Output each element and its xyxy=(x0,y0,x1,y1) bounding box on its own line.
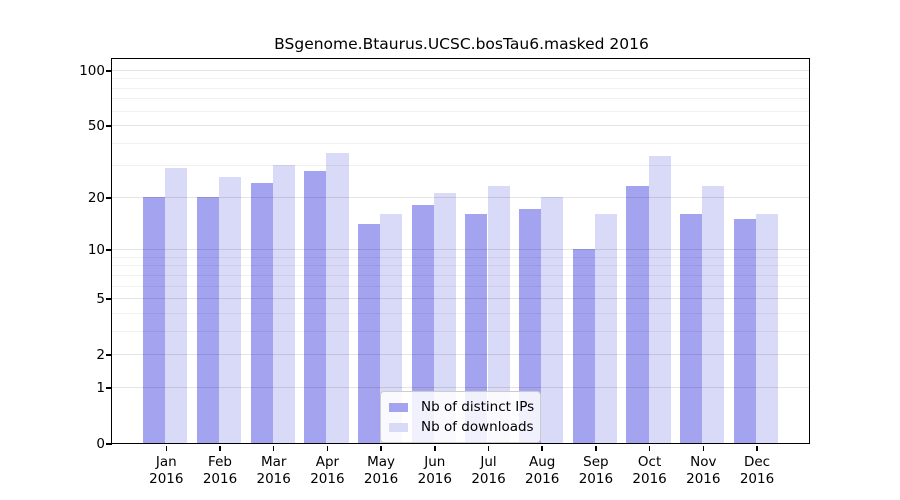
plot-area: Nb of distinct IPs Nb of downloads xyxy=(111,58,810,444)
x-tick-mark xyxy=(434,445,436,451)
x-tick-mark xyxy=(541,445,543,451)
x-tick-label-dec: Dec 2016 xyxy=(739,454,775,487)
chart-title: BSgenome.Btaurus.UCSC.bosTau6.masked 201… xyxy=(274,35,649,53)
y-tick-label: 100 xyxy=(79,63,105,79)
x-tick-mark xyxy=(648,445,651,451)
bar-may-downloads xyxy=(380,214,403,443)
bar-nov-distinct-ips xyxy=(680,214,703,443)
legend-row: Nb of distinct IPs xyxy=(389,397,534,417)
y-tick-mark xyxy=(106,197,112,199)
legend-swatch-distinct-ips xyxy=(389,402,408,412)
bar-jul-distinct-ips xyxy=(465,214,488,443)
y-tick-label: 50 xyxy=(87,118,105,135)
major-gridline xyxy=(112,354,809,356)
bar-may-distinct-ips xyxy=(357,224,381,443)
x-tick-label-jan: Jan 2016 xyxy=(149,454,184,487)
y-tick-label: 0 xyxy=(96,436,105,452)
bar-sep-downloads xyxy=(594,214,618,443)
legend-label: Nb of downloads xyxy=(421,419,534,435)
x-tick-mark xyxy=(756,445,758,451)
major-gridline xyxy=(112,298,809,300)
bar-dec-downloads xyxy=(756,214,779,443)
x-tick-mark xyxy=(487,445,490,451)
x-tick-mark xyxy=(380,445,382,451)
major-gridline xyxy=(112,125,809,127)
bar-mar-distinct-ips xyxy=(250,182,273,443)
x-tick-mark xyxy=(702,445,705,451)
bar-apr-distinct-ips xyxy=(304,170,327,443)
bar-jan-downloads xyxy=(165,168,188,443)
x-tick-mark xyxy=(272,445,275,451)
x-tick-label-feb: Feb 2016 xyxy=(202,454,238,487)
minor-gridline xyxy=(112,165,809,167)
major-gridline xyxy=(112,196,809,198)
minor-gridline xyxy=(112,98,809,100)
x-tick-mark xyxy=(219,445,221,451)
y-tick-label: 20 xyxy=(87,189,105,206)
y-tick-mark xyxy=(106,298,112,300)
bar-dec-distinct-ips xyxy=(733,218,756,443)
major-gridline xyxy=(112,70,809,71)
minor-gridline xyxy=(112,87,809,89)
y-tick-mark xyxy=(106,387,112,389)
bar-mar-downloads xyxy=(272,165,295,443)
minor-gridline xyxy=(112,78,809,80)
y-tick-label: 10 xyxy=(87,242,105,259)
x-tick-label-nov: Nov 2016 xyxy=(686,454,721,487)
minor-gridline xyxy=(112,312,809,314)
x-tick-label-oct: Oct 2016 xyxy=(632,454,667,487)
minor-gridline xyxy=(112,274,809,276)
minor-gridline xyxy=(112,142,809,144)
bar-apr-downloads xyxy=(326,153,349,443)
x-tick-mark xyxy=(326,445,329,451)
legend-swatch-downloads xyxy=(389,422,408,432)
bar-oct-downloads xyxy=(648,155,671,443)
x-tick-mark xyxy=(595,445,597,451)
minor-gridline xyxy=(112,285,809,287)
bar-aug-distinct-ips xyxy=(519,209,542,443)
x-tick-label-may: May 2016 xyxy=(363,454,399,487)
bar-feb-distinct-ips xyxy=(196,196,219,443)
y-tick-label: 1 xyxy=(96,379,105,396)
x-tick-label-mar: Mar 2016 xyxy=(256,454,291,487)
bar-oct-distinct-ips xyxy=(626,186,649,443)
x-tick-label-jul: Jul 2016 xyxy=(471,454,506,487)
x-tick-label-apr: Apr 2016 xyxy=(310,454,345,487)
legend-row: Nb of downloads xyxy=(389,417,534,437)
x-tick-label-sep: Sep 2016 xyxy=(578,454,614,487)
minor-gridline xyxy=(112,330,809,332)
minor-gridline xyxy=(112,110,809,112)
legend-box: Nb of distinct IPs Nb of downloads xyxy=(380,391,541,443)
minor-gridline xyxy=(112,256,809,258)
bar-nov-downloads xyxy=(702,186,725,443)
major-gridline xyxy=(112,386,809,388)
bar-feb-downloads xyxy=(219,176,242,443)
y-tick-label: 2 xyxy=(96,347,105,364)
bar-jun-distinct-ips xyxy=(411,205,434,443)
bar-aug-downloads xyxy=(541,196,564,443)
minor-gridline xyxy=(112,265,809,267)
bar-jan-distinct-ips xyxy=(143,196,166,443)
y-tick-label: 5 xyxy=(96,291,105,308)
y-tick-mark xyxy=(106,70,112,72)
y-tick-mark xyxy=(106,249,112,251)
y-tick-mark xyxy=(106,125,112,127)
y-tick-mark xyxy=(106,354,112,356)
legend-label: Nb of distinct IPs xyxy=(421,399,535,415)
plot-canvas xyxy=(112,59,809,443)
y-tick-mark xyxy=(106,443,112,445)
major-gridline xyxy=(112,249,809,251)
x-tick-label-jun: Jun 2016 xyxy=(417,454,452,487)
bar-jul-downloads xyxy=(487,186,510,443)
bar-jun-downloads xyxy=(433,193,456,443)
x-tick-label-aug: Aug 2016 xyxy=(525,454,560,487)
bar-sep-distinct-ips xyxy=(572,249,595,443)
x-tick-mark xyxy=(165,445,168,451)
